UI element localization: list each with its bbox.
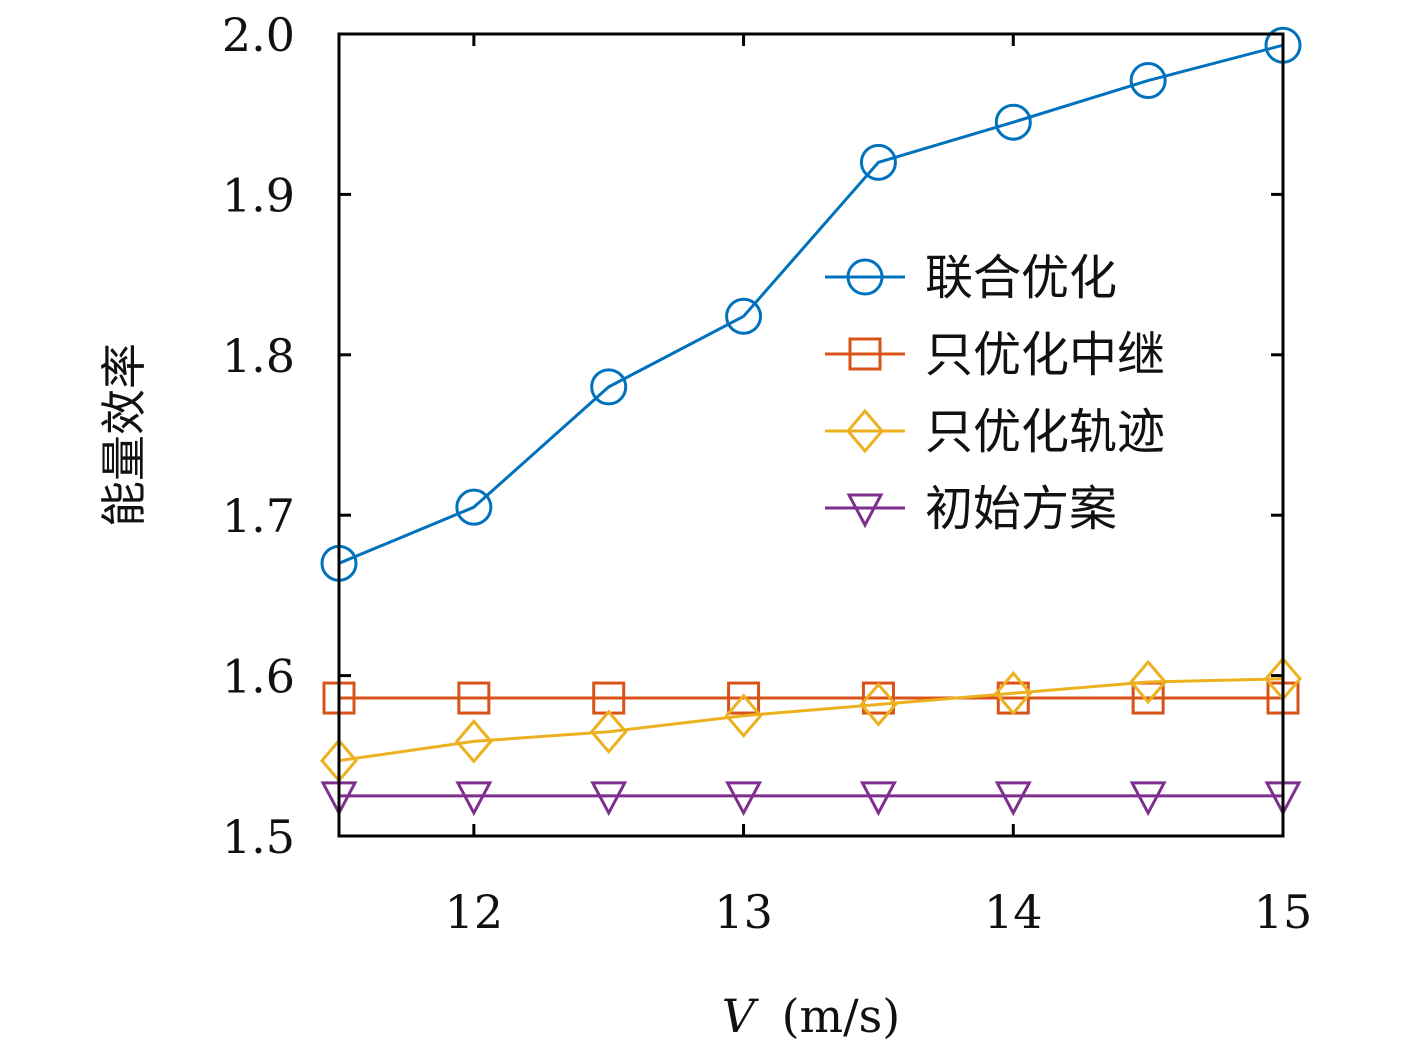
series-4-point — [455, 781, 493, 817]
x-tick-label: 14 — [984, 885, 1043, 939]
legend-marker — [848, 337, 882, 371]
legend-item: 初始方案 — [825, 481, 1117, 537]
series-3-point — [589, 709, 628, 755]
legend-item: 只优化中继 — [825, 327, 1165, 383]
series-3-line — [338, 677, 1284, 763]
series-3 — [320, 656, 1302, 783]
series-4-point — [994, 781, 1032, 817]
series-3-point — [724, 693, 763, 739]
series-1-point — [994, 103, 1032, 141]
plot-frame — [337, 32, 1285, 838]
series-2-point — [727, 681, 761, 715]
ticks-layer: 12 13 14 15 1.5 1.6 1.7 1.8 1.9 2.0 — [222, 8, 1312, 939]
legend-label: 初始方案 — [925, 481, 1117, 537]
series-4-point — [859, 781, 897, 817]
y-axis-label: 能量效率 — [97, 343, 151, 527]
legend-item: 联合优化 — [825, 250, 1117, 306]
legend-label: 联合优化 — [925, 250, 1117, 306]
series-4-point — [725, 781, 763, 817]
series-1-line — [338, 43, 1284, 565]
legend-item: 只优化轨迹 — [825, 404, 1165, 460]
x-axis-label: V (m/s) — [722, 989, 900, 1043]
series-1-point — [859, 143, 897, 181]
legend-marker — [846, 493, 884, 529]
series-3-point — [994, 670, 1033, 716]
y-tick-label: 1.5 — [222, 810, 295, 864]
legend-label: 只优化中继 — [925, 327, 1165, 383]
series-1-point — [455, 488, 493, 526]
x-tick-label: 12 — [445, 885, 504, 939]
x-axis-label-variable: V — [722, 989, 760, 1043]
y-tick-label: 1.8 — [222, 329, 295, 383]
series-4 — [320, 781, 1302, 817]
series-1-point — [590, 368, 628, 406]
series-3-point — [859, 682, 898, 727]
x-axis-label-unit: (m/s) — [782, 989, 901, 1043]
series-2-point — [457, 681, 491, 715]
x-tick-label: 15 — [1254, 885, 1313, 939]
y-tick-label: 1.6 — [222, 650, 295, 704]
legend-marker — [846, 408, 884, 454]
series-3-point — [1129, 659, 1168, 705]
series-4-point — [590, 781, 628, 817]
series-1-point — [1129, 62, 1167, 100]
series-1 — [320, 26, 1302, 582]
series-3-point — [454, 719, 493, 764]
x-tick-label: 13 — [714, 885, 773, 939]
series-4-point — [1129, 781, 1167, 817]
legend-marker — [846, 258, 884, 296]
y-tick-label: 1.7 — [222, 489, 295, 543]
y-tick-label: 2.0 — [222, 8, 295, 62]
series-1-point — [725, 297, 763, 335]
legend-label: 只优化轨迹 — [925, 404, 1165, 460]
y-tick-label: 1.9 — [222, 168, 295, 222]
